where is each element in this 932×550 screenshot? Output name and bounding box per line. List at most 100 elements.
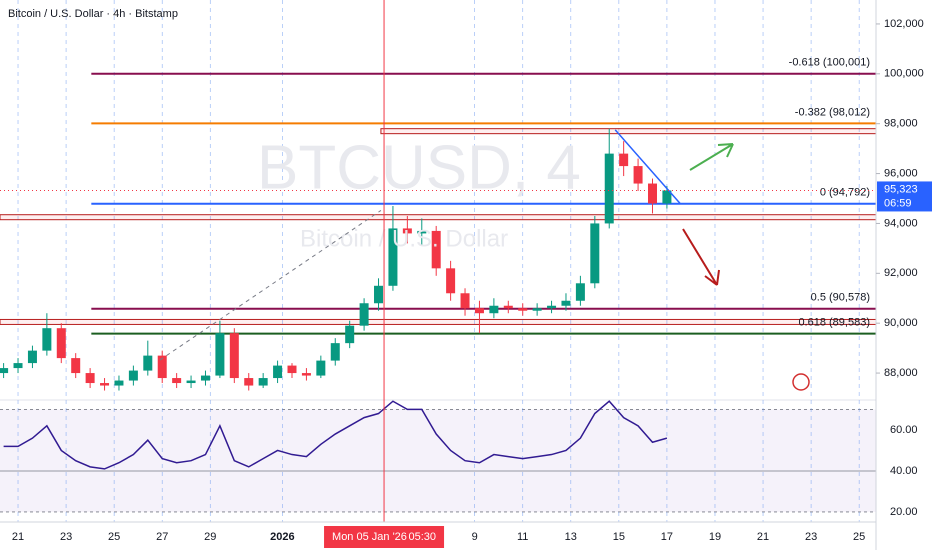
x-tick-label: 21	[12, 531, 24, 543]
candle-body	[446, 268, 456, 294]
rsi-line	[3, 400, 668, 470]
candle-body	[417, 230, 427, 234]
candle-body	[172, 378, 182, 384]
x-tick-label: 21	[757, 531, 769, 543]
last-price-tag	[877, 181, 932, 212]
candle-body	[27, 350, 37, 364]
overlay-layer: -0.618 (100,001) -0.382 (98,012) 0 (94,792…	[0, 0, 876, 522]
candle-body	[114, 380, 124, 386]
candle-body	[215, 333, 225, 376]
y-tick-label: 94,000	[884, 217, 918, 229]
last-price-label: 95,323	[884, 183, 918, 195]
rsi-band	[0, 409, 876, 512]
candle-body	[301, 373, 311, 376]
candle-body	[42, 328, 52, 351]
candle-body	[518, 308, 528, 311]
candle-body	[489, 305, 499, 314]
watermark-subtitle: Bitcoin / U.S. Dollar	[300, 225, 508, 252]
y-tick-label: 98,000	[884, 118, 918, 130]
candle-body	[561, 300, 571, 306]
x-tick-label: 17	[661, 531, 673, 543]
candle-body	[0, 368, 9, 374]
crosshair-time: 05:30	[409, 531, 437, 543]
fib-label: 0.618 (89,583)	[798, 316, 870, 328]
candle-body	[200, 375, 210, 381]
x-tick-label: 13	[565, 531, 577, 543]
x-tick-label: 23	[60, 531, 72, 543]
flag-icon[interactable]	[792, 373, 810, 391]
candle-body	[244, 378, 254, 386]
candle-body	[330, 343, 340, 361]
price-axis	[876, 0, 932, 550]
candle-body	[532, 308, 542, 311]
fib-label: -0.382 (98,012)	[795, 106, 870, 118]
x-tick-label: 25	[853, 531, 865, 543]
fib-label: 0 (94,792)	[820, 187, 870, 199]
candle-body	[287, 365, 297, 374]
rsi-tick-label: 20.00	[890, 506, 918, 518]
mark-layer	[0, 128, 672, 470]
x-tick-label: 19	[709, 531, 721, 543]
down-arrow	[682, 228, 720, 286]
candle-body	[13, 363, 23, 369]
candle-body	[359, 303, 369, 326]
candle-body	[128, 370, 138, 381]
x-tick-label: 15	[613, 531, 625, 543]
candle-body	[503, 305, 513, 309]
candle-body	[85, 373, 95, 384]
candle-body	[316, 360, 326, 376]
candle-body	[100, 383, 110, 386]
candle-body	[604, 153, 614, 224]
candle-body	[388, 228, 398, 286]
candle-body	[474, 308, 484, 314]
zone	[0, 318, 877, 325]
x-tick-label: 27	[156, 531, 168, 543]
candle-body	[633, 166, 643, 184]
candle-body	[374, 285, 384, 304]
candle-body	[547, 305, 557, 309]
axis-layer: 21 23 25 27 29 2026 9 11 13 15 17 19 21 23 25 88,000 90,…	[12, 18, 932, 548]
x-tick-label: 23	[805, 531, 817, 543]
y-tick-label: 88,000	[884, 367, 918, 379]
candle-body	[431, 230, 441, 269]
y-tick-label: 100,000	[884, 68, 924, 80]
candle-body	[186, 380, 196, 384]
candle-body	[345, 325, 355, 344]
x-tick-label: 9	[472, 531, 478, 543]
crosshair-date: Mon 05 Jan '26	[332, 531, 407, 543]
x-tick-label: 2026	[270, 531, 294, 543]
zone	[0, 214, 877, 221]
rsi-tick-label: 60.00	[890, 424, 918, 436]
y-tick-label: 96,000	[884, 167, 918, 179]
y-tick-label: 90,000	[884, 317, 918, 329]
candle-body	[143, 355, 153, 371]
x-tick-label: 25	[108, 531, 120, 543]
crosshair-tag	[324, 526, 445, 548]
candle-body	[460, 293, 470, 309]
candle-body	[56, 328, 66, 359]
countdown: 06:59	[884, 197, 912, 209]
candle-body	[229, 333, 239, 379]
candle-body	[619, 153, 629, 167]
candle-body	[273, 365, 283, 379]
x-tick-label: 11	[517, 531, 528, 543]
candle-body	[71, 358, 81, 374]
x-tick-label: 29	[204, 531, 216, 543]
candle-body	[258, 378, 268, 386]
candle-body	[157, 355, 167, 379]
candle-body	[590, 223, 600, 284]
chart-title: Bitcoin / U.S. Dollar · 4h · Bitstamp	[8, 8, 178, 20]
fib-label: -0.618 (100,001)	[789, 57, 870, 69]
candle-body	[647, 183, 657, 204]
fib-label: 0.5 (90,578)	[811, 292, 870, 304]
y-tick-label: 92,000	[884, 267, 918, 279]
rsi-tick-label: 40.00	[890, 465, 918, 477]
y-tick-label: 102,000	[884, 18, 924, 30]
up-arrow	[689, 143, 734, 171]
candle-body	[662, 190, 672, 204]
watermark: BTCUSD, 4	[257, 133, 581, 202]
candle-body	[575, 283, 585, 301]
trend-line	[614, 129, 681, 204]
